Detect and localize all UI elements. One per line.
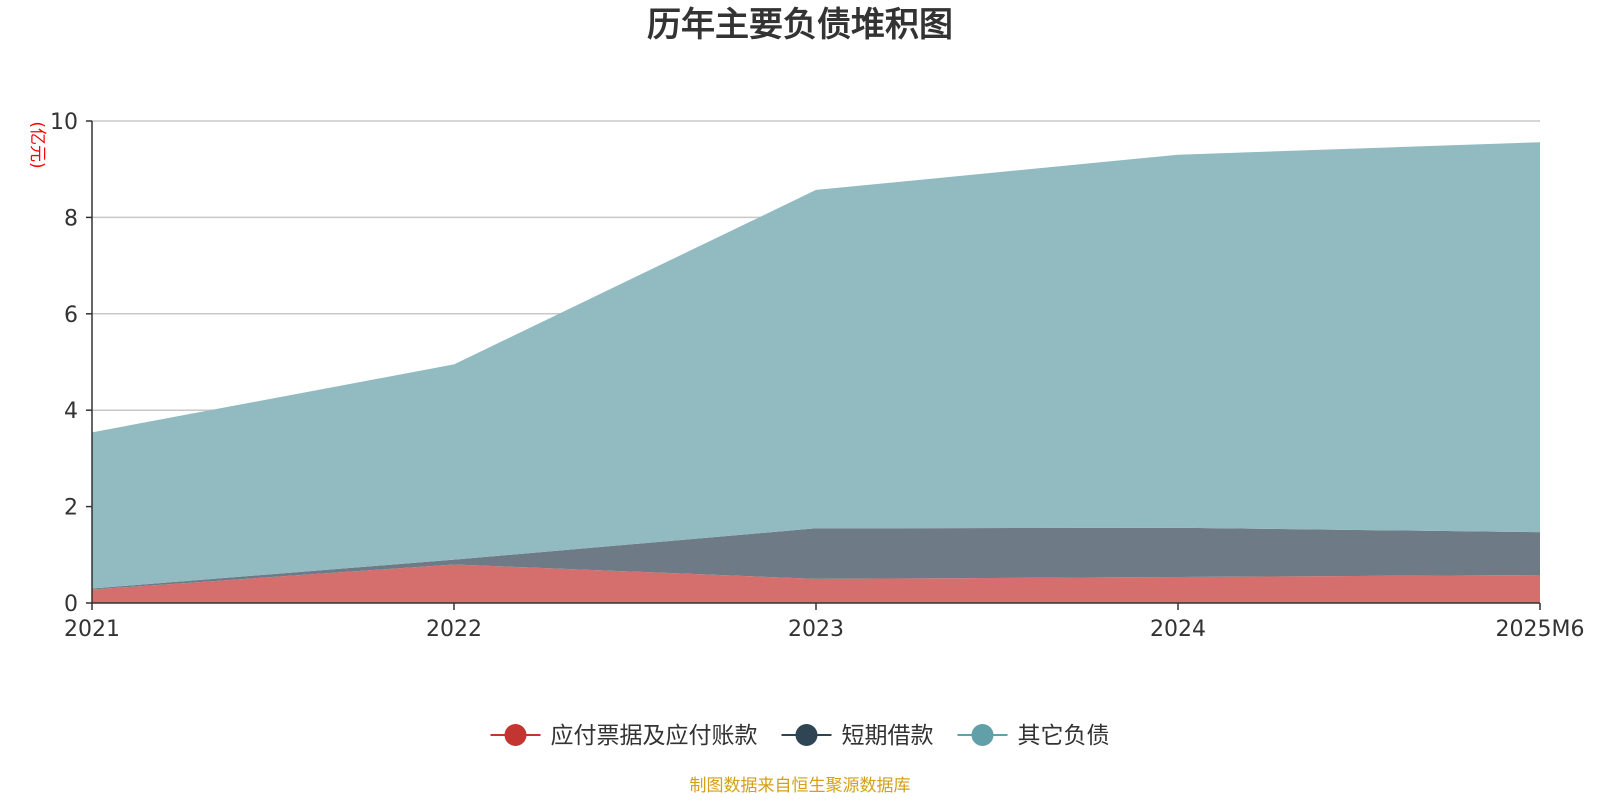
legend-item-1[interactable]: 应付票据及应付账款	[490, 723, 758, 749]
y-axis-unit-label: (亿元)	[27, 121, 47, 168]
area-3	[92, 142, 1540, 589]
axes: 0 2 4 6 8 10 2021 2022 2023 2024 2025M6	[50, 110, 1584, 642]
x-tick-label: 2021	[64, 617, 120, 642]
x-tick-label: 2023	[788, 617, 844, 642]
area-1	[92, 564, 1540, 603]
legend-label: 应付票据及应付账款	[551, 723, 758, 749]
legend-marker	[795, 724, 818, 746]
source-note: 制图数据来自恒生聚源数据库	[690, 776, 911, 796]
chart-title: 历年主要负债堆积图	[647, 5, 953, 45]
legend-label: 其它负债	[1018, 723, 1110, 749]
legend-item-2[interactable]: 短期借款	[781, 723, 934, 749]
y-tick-label: 10	[50, 110, 78, 135]
y-tick-label: 2	[64, 496, 78, 521]
y-tick-label: 0	[64, 592, 78, 617]
y-tick-label: 6	[64, 303, 78, 328]
legend-marker	[971, 724, 994, 746]
x-tick-label: 2025M6	[1496, 617, 1585, 642]
legend-marker	[504, 724, 527, 746]
x-tick-label: 2022	[426, 617, 482, 642]
area-series	[92, 142, 1540, 603]
y-tick-label: 8	[64, 206, 78, 231]
legend-item-3[interactable]: 其它负债	[957, 723, 1110, 749]
y-tick-label: 4	[64, 399, 78, 424]
legend[interactable]: 应付票据及应付账款 短期借款 其它负债	[490, 723, 1110, 749]
area-2	[92, 527, 1540, 590]
legend-label: 短期借款	[842, 723, 934, 749]
x-tick-label: 2024	[1150, 617, 1206, 642]
